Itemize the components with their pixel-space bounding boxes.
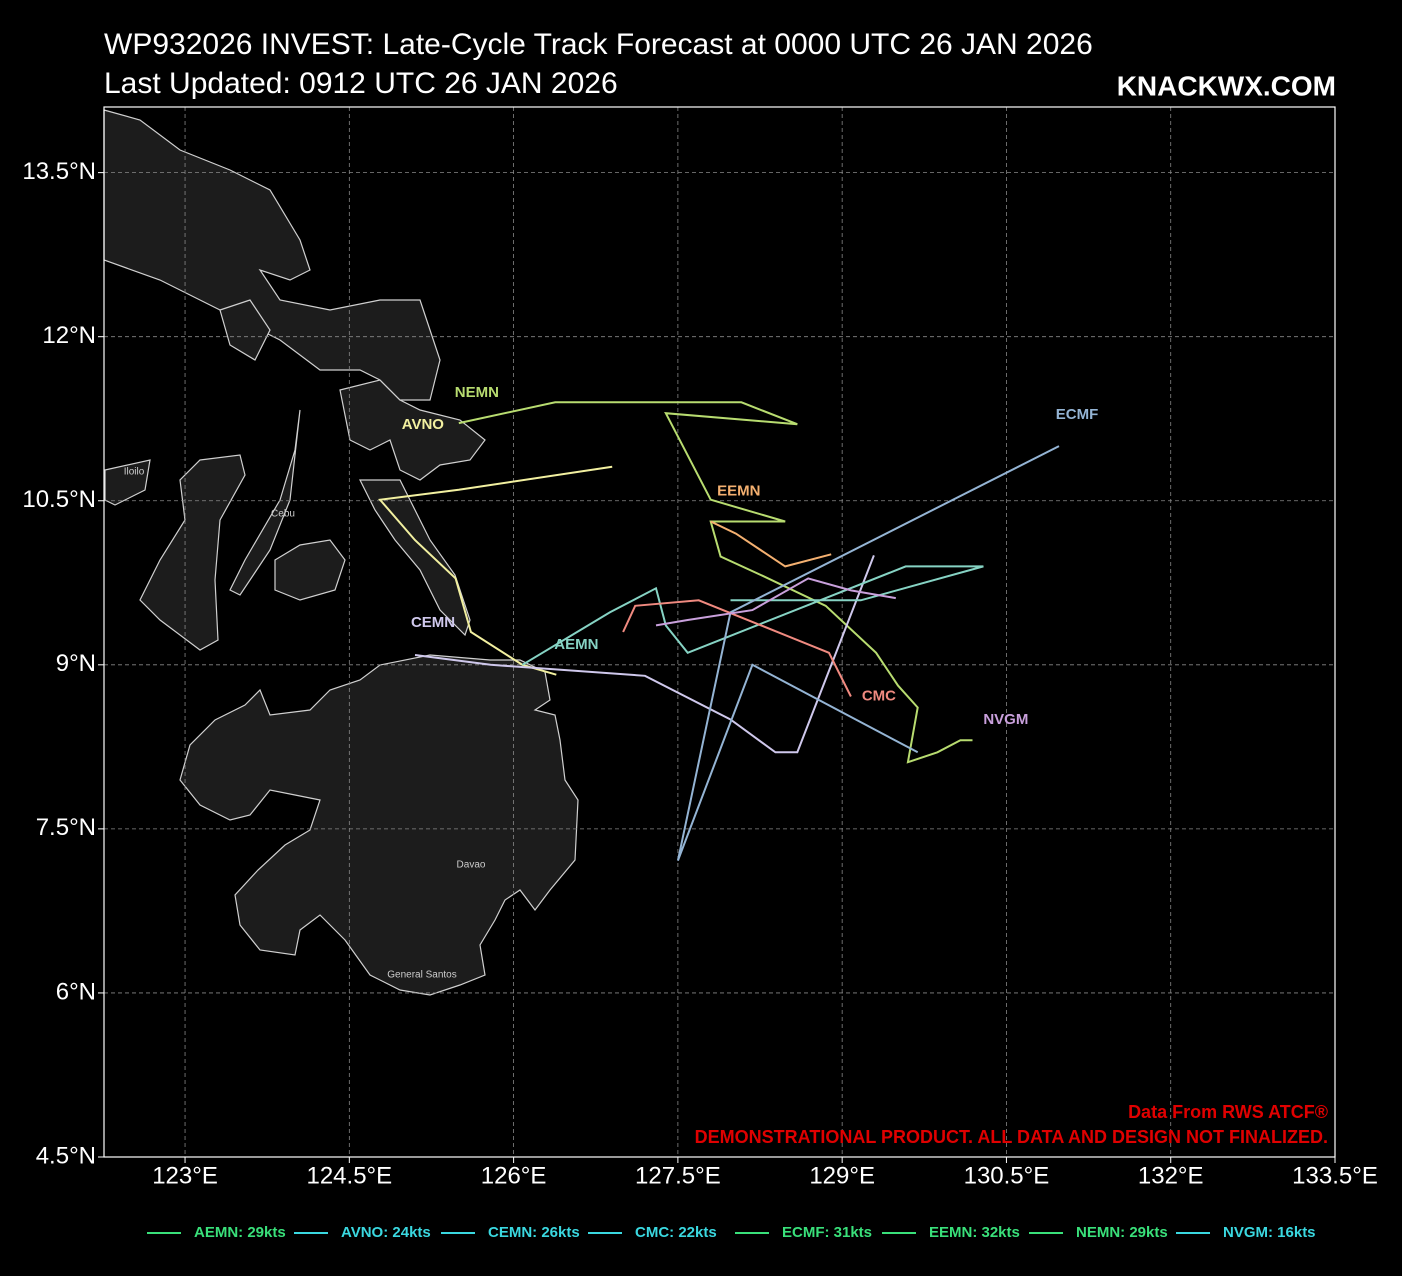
legend-label: EEMN: 32kts [929,1224,1020,1241]
y-tick-label: 9°N [56,650,96,677]
track-label: AVNO [402,416,445,433]
track-line [458,401,973,764]
legend-label: CMC: 22kts [635,1224,717,1241]
chart-title: WP932026 INVEST: Late-Cycle Track Foreca… [104,28,1093,61]
x-tick-label: 124.5°E [306,1162,392,1189]
brand: KNACKWX.COM [1117,70,1336,101]
x-tick-label: 127.5°E [635,1162,721,1189]
y-tick-label: 13.5°N [22,158,96,185]
samar [339,379,486,481]
y-tick-label: 12°N [42,322,96,349]
place-label: Davao [457,860,486,871]
track-label: ECMF [1056,406,1099,423]
x-tick-label: 132°E [1138,1162,1204,1189]
y-tick-label: 10.5°N [22,486,96,513]
track-line [676,445,1060,861]
legend-label: CEMN: 26kts [488,1224,580,1241]
disclaimer: DEMONSTRATIONAL PRODUCT. ALL DATA AND DE… [695,1127,1328,1147]
track-label: NVGM [983,711,1028,728]
bohol [274,539,346,601]
land: Iloilo Cebu Davao General Santos [103,109,579,996]
plot-frame [103,106,1336,1158]
panay [104,459,151,506]
x-tick-label: 129°E [809,1162,875,1189]
place-label: Cebu [271,509,295,520]
y-tick-label: 7.5°N [36,814,96,841]
legend-label: AVNO: 24kts [341,1224,431,1241]
x-tick-label: 133.5°E [1292,1162,1378,1189]
legend-label: NVGM: 16kts [1223,1224,1316,1241]
track-line [655,577,896,627]
track-label: NEMN [455,384,499,401]
legend-label: AEMN: 29kts [194,1224,286,1241]
track-line [710,520,832,568]
place-label: Iloilo [124,467,145,478]
mindanao [179,654,579,996]
cebu [229,409,301,596]
masbate [219,299,271,361]
track-label: CMC [862,688,896,705]
x-tick-label: 123°E [152,1162,218,1189]
y-tick-label: 4.5°N [36,1142,96,1169]
track-label: CEMN [411,614,455,631]
legend-label: NEMN: 29kts [1076,1224,1168,1241]
track-label: AEMN [554,636,598,653]
x-tick-label: 130.5°E [964,1162,1050,1189]
track-line [521,565,984,666]
place-label: General Santos [387,970,457,981]
x-tick-label: 126°E [481,1162,547,1189]
source-note: Data From RWS ATCF® [1128,1102,1328,1122]
track-line [378,465,613,676]
legend-label: ECMF: 31kts [782,1224,872,1241]
track-line [414,555,875,754]
chart-subtitle: Last Updated: 0912 UTC 26 JAN 2026 [104,67,618,100]
y-tick-label: 6°N [56,978,96,1005]
track-label: EEMN [717,483,760,500]
